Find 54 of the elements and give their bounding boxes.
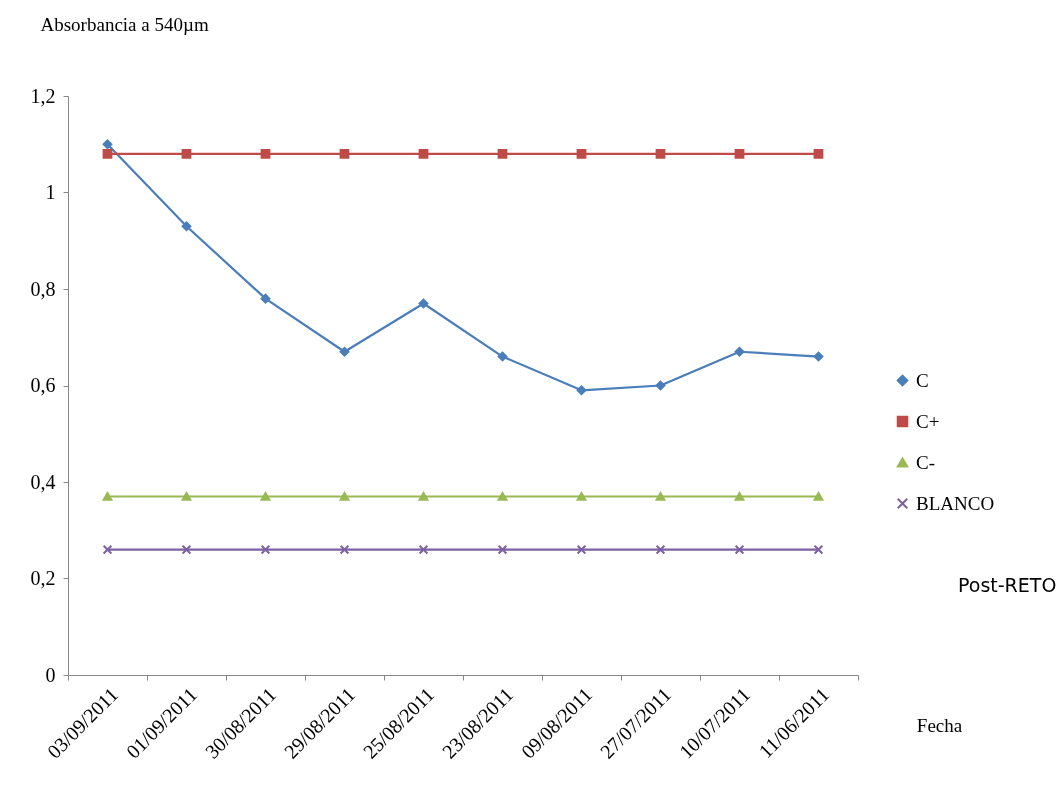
point	[655, 149, 666, 159]
point	[576, 149, 587, 159]
y-tick-label: 0,2	[30, 567, 56, 589]
point	[102, 492, 113, 501]
point	[260, 149, 271, 159]
point	[418, 492, 429, 501]
point	[339, 492, 350, 501]
point	[418, 149, 429, 159]
point	[260, 544, 271, 555]
legend-label: BLANCO	[916, 492, 995, 514]
point	[339, 149, 350, 159]
point	[813, 492, 824, 501]
point	[418, 544, 429, 555]
point	[181, 149, 192, 159]
point	[181, 492, 192, 501]
point	[102, 149, 113, 159]
point	[813, 544, 824, 555]
y-tick-label: 0,8	[30, 277, 56, 300]
point	[576, 492, 587, 501]
point	[813, 149, 824, 159]
point	[655, 544, 666, 555]
point	[497, 492, 508, 501]
legend-label: C+	[916, 410, 940, 432]
point	[734, 346, 745, 357]
text: Post-RETO	[958, 574, 1057, 596]
y-axis-title: Absorbancia a 540µm	[40, 13, 209, 35]
point	[181, 221, 192, 232]
point	[655, 380, 666, 391]
y-tick-label: 0	[45, 663, 56, 686]
x-axis-title: Fecha	[916, 714, 963, 736]
point	[813, 351, 824, 362]
point	[655, 492, 666, 501]
y-tick-label: 1	[45, 181, 56, 203]
point	[497, 544, 508, 555]
y-tick-label: 0,4	[30, 470, 56, 493]
point	[734, 149, 745, 159]
y-tick-label: 1,2	[30, 84, 56, 107]
point	[260, 293, 271, 304]
point	[102, 139, 113, 150]
point	[734, 544, 745, 555]
point	[497, 351, 508, 362]
point	[102, 544, 113, 555]
point	[576, 385, 587, 396]
point	[418, 298, 429, 309]
legend-label: C-	[916, 451, 935, 473]
point	[734, 492, 745, 501]
legend-label: C	[916, 369, 929, 391]
point	[497, 149, 508, 159]
point	[339, 346, 350, 357]
point	[181, 544, 192, 555]
point	[576, 544, 587, 555]
y-tick-label: 0,6	[30, 374, 56, 396]
point	[339, 544, 350, 555]
point	[260, 492, 271, 501]
